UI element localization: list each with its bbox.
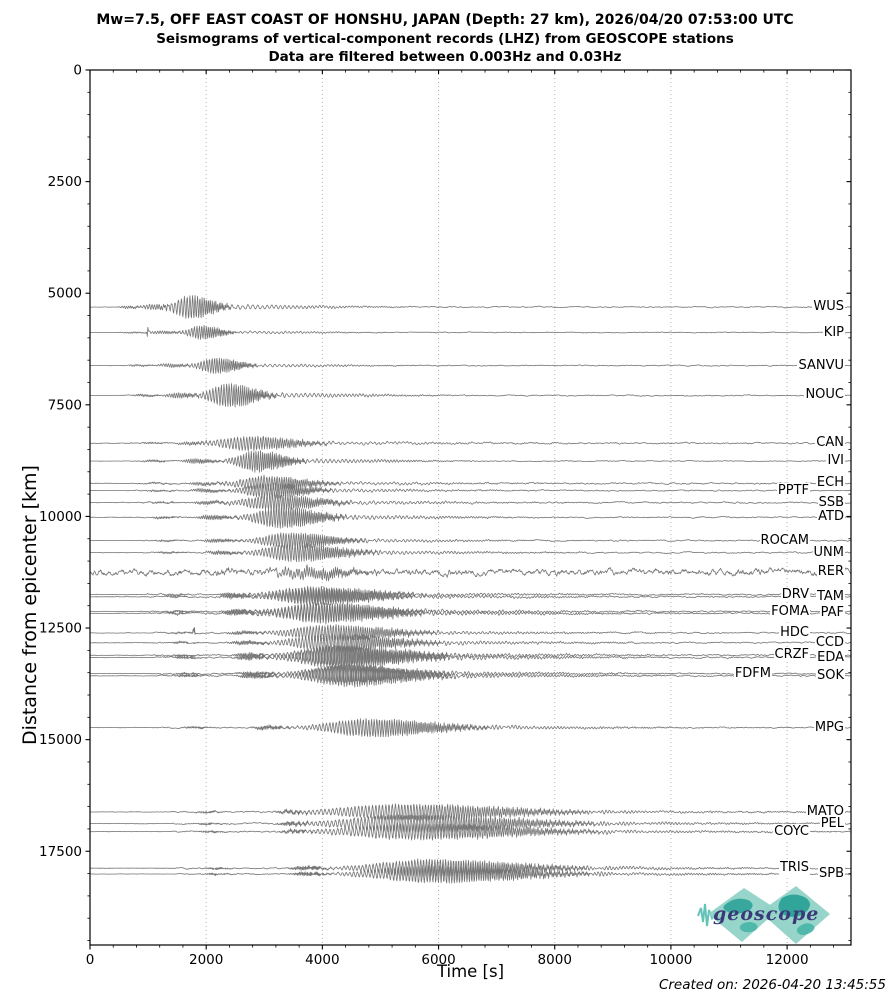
trace-SANVU: [89, 357, 852, 374]
trace-NOUC: [90, 383, 852, 408]
station-label-TRIS: TRIS: [778, 860, 810, 876]
x-tick-label: 6000: [421, 952, 455, 968]
trace-FOMA: [90, 602, 851, 622]
x-tick-label: 2000: [189, 952, 223, 968]
station-label-NOUC: NOUC: [804, 387, 845, 403]
title-line-3: Data are filtered between 0.003Hz and 0.…: [268, 49, 622, 65]
station-label-MATO: MATO: [805, 803, 845, 819]
y-axis-label: Distance from epicenter [km]: [19, 465, 41, 745]
trace-CCD: [89, 633, 852, 653]
y-tick-label: 0: [73, 63, 82, 79]
station-label-WUS: WUS: [812, 299, 845, 315]
trace-SOK: [90, 664, 851, 688]
trace-PAF: [89, 602, 852, 625]
y-tick-label: 17500: [39, 844, 82, 860]
trace-TAM: [90, 588, 852, 606]
station-label-SPB: SPB: [817, 866, 845, 882]
y-tick-label: 5000: [48, 286, 82, 302]
title-line-1: Mw=7.5, OFF EAST COAST OF HONSHU, JAPAN …: [96, 12, 794, 28]
trace-KIP: [89, 324, 852, 340]
title-line-2: Seismograms of vertical-component record…: [156, 31, 734, 47]
x-tick-label: 12000: [766, 952, 809, 968]
station-label-CAN: CAN: [815, 435, 845, 451]
y-tick-label: 10000: [39, 509, 82, 525]
geoscope-logo: geoscope: [696, 882, 836, 948]
station-label-SOK: SOK: [815, 667, 845, 683]
trace-ECH: [89, 474, 852, 491]
x-tick-label: 4000: [305, 952, 339, 968]
station-label-CCD: CCD: [814, 634, 845, 650]
y-tick-label: 15000: [39, 732, 82, 748]
x-tick-label: 0: [86, 952, 95, 968]
trace-EDA: [90, 646, 852, 670]
trace-SPB: [89, 864, 852, 884]
created-timestamp: Created on: 2026-04-20 13:45:55: [658, 977, 886, 993]
trace-DRV: [89, 585, 852, 604]
trace-SSB: [89, 493, 852, 511]
station-label-COYC: COYC: [773, 823, 810, 839]
trace-CRZF: [89, 644, 852, 666]
y-tick-label: 12500: [39, 621, 82, 637]
station-label-ATD: ATD: [817, 509, 845, 525]
logo-map-graphic: [697, 886, 830, 944]
trace-ROCAM: [90, 532, 852, 550]
x-tick-label: 10000: [649, 952, 692, 968]
station-label-TAM: TAM: [815, 588, 845, 604]
trace-IVI: [89, 450, 852, 473]
station-label-ROCAM: ROCAM: [759, 532, 810, 548]
trace-PEL: [90, 813, 852, 834]
station-label-HDC: HDC: [779, 624, 810, 640]
station-label-RER: RER: [816, 564, 845, 580]
station-label-CRZF: CRZF: [773, 647, 810, 663]
trace-WUS: [90, 294, 852, 319]
trace-TRIS: [90, 858, 852, 878]
station-label-DRV: DRV: [780, 586, 810, 602]
station-label-KIP: KIP: [822, 324, 845, 340]
x-tick-label: 8000: [538, 952, 572, 968]
logo-text: geoscope: [713, 903, 820, 925]
station-label-MPG: MPG: [813, 719, 845, 735]
trace-MPG: [90, 718, 852, 738]
station-label-FDFM: FDFM: [733, 665, 772, 681]
trace-COYC: [89, 823, 852, 841]
trace-MATO: [89, 803, 852, 821]
station-label-SANVU: SANVU: [797, 357, 845, 373]
station-label-UNM: UNM: [812, 544, 845, 560]
station-label-PPTF: PPTF: [776, 482, 810, 498]
trace-UNM: [90, 543, 851, 563]
station-label-ECH: ECH: [815, 475, 845, 491]
station-label-IVI: IVI: [826, 453, 845, 469]
trace-ATD: [90, 506, 852, 529]
x-axis-label: Time [s]: [436, 962, 505, 981]
trace-RER: [89, 564, 852, 582]
y-tick-label: 7500: [48, 397, 82, 413]
trace-HDC: [90, 624, 852, 642]
trace-CAN: [90, 435, 852, 452]
plot-frame: [89, 69, 852, 946]
trace-PPTF: [90, 482, 852, 499]
station-label-FOMA: FOMA: [770, 603, 810, 619]
station-label-PAF: PAF: [819, 605, 845, 621]
station-label-EDA: EDA: [816, 649, 845, 665]
station-label-PEL: PEL: [819, 815, 845, 831]
station-label-SSB: SSB: [817, 494, 845, 510]
y-tick-label: 2500: [48, 174, 82, 190]
